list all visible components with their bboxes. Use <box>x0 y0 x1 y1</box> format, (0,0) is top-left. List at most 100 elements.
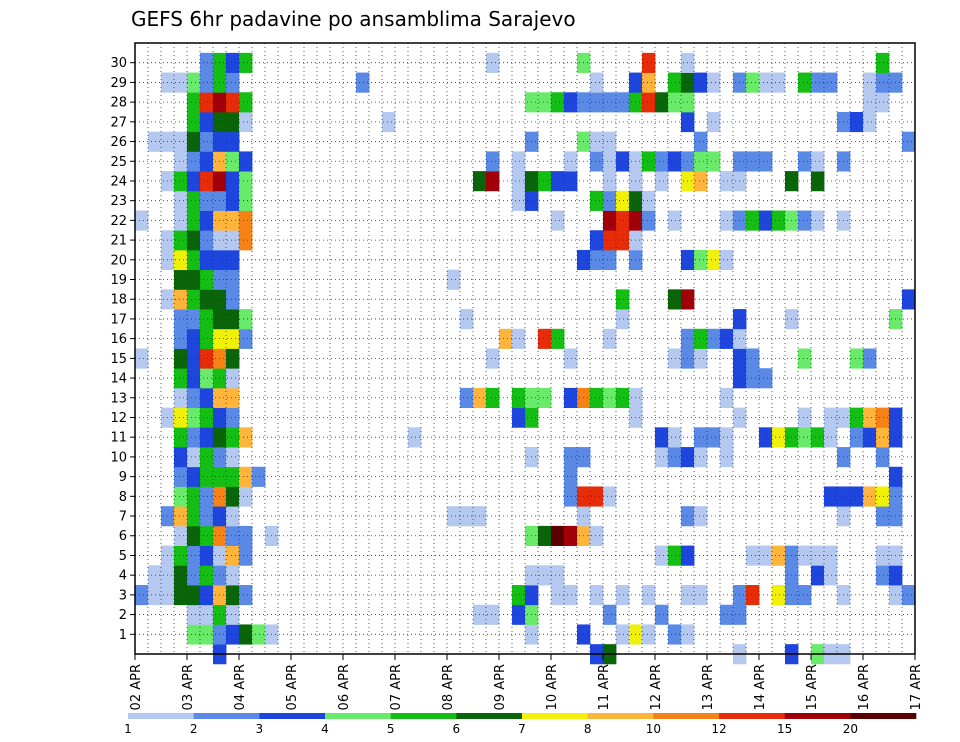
heatmap-cell <box>590 249 604 271</box>
heatmap-cell <box>187 171 201 192</box>
heatmap-cell <box>590 72 604 93</box>
colorbar-segment <box>522 713 588 719</box>
heatmap-cell <box>239 427 253 448</box>
y-tick-label: 7 <box>119 510 127 525</box>
heatmap-cell <box>538 92 552 113</box>
heatmap-cell <box>707 72 721 93</box>
heatmap-cell <box>902 289 916 310</box>
y-tick-label: 28 <box>110 96 127 111</box>
heatmap-cell <box>200 585 214 606</box>
heatmap-cell <box>759 545 773 566</box>
heatmap-cell <box>187 269 201 290</box>
heatmap-cell <box>200 190 214 211</box>
y-tick-label: 27 <box>110 115 127 130</box>
heatmap-cell <box>187 328 201 349</box>
heatmap-cell <box>811 545 825 566</box>
heatmap-cell <box>863 92 877 113</box>
plot-frame <box>134 42 916 655</box>
heatmap-cell <box>460 309 474 330</box>
heatmap-cell <box>200 151 214 172</box>
heatmap-cell <box>200 368 214 389</box>
y-tick-label: 12 <box>110 411 127 426</box>
colorbar-label: 10 <box>646 722 661 736</box>
heatmap-cell <box>824 72 838 93</box>
heatmap-cell <box>174 368 188 389</box>
heatmap-cell <box>759 368 773 389</box>
heatmap-cell <box>655 447 669 468</box>
heatmap-cell <box>616 92 630 113</box>
heatmap-cell <box>746 585 760 606</box>
heatmap-cell <box>187 525 201 546</box>
x-tick-label: 11 APR <box>597 664 612 710</box>
heatmap-cell <box>200 486 214 507</box>
heatmap-cell <box>655 92 669 113</box>
heatmap-cell <box>226 447 240 468</box>
heatmap-cell <box>226 92 240 113</box>
heatmap-cell <box>564 486 578 507</box>
heatmap-cell <box>187 624 201 645</box>
y-tick-label: 19 <box>110 273 127 288</box>
heatmap-cell <box>200 407 214 428</box>
heatmap-cell <box>239 585 253 606</box>
heatmap-cell <box>174 72 188 93</box>
heatmap-cell <box>876 545 890 566</box>
heatmap-cell <box>187 249 201 271</box>
heatmap-cell <box>668 151 682 172</box>
heatmap-cell <box>187 447 201 468</box>
heatmap-cell <box>187 486 201 507</box>
heatmap-cell <box>824 427 838 448</box>
heatmap-cell <box>694 506 708 527</box>
y-tick-label: 29 <box>110 76 127 91</box>
heatmap-cell <box>811 427 825 448</box>
heatmap-cell <box>200 72 214 93</box>
heatmap-cell <box>174 348 188 369</box>
heatmap-cell <box>174 486 188 507</box>
heatmap-cell <box>668 427 682 448</box>
heatmap-cell <box>200 309 214 330</box>
heatmap-cell <box>694 72 708 93</box>
heatmap-cell <box>486 171 500 192</box>
colorbar-segment <box>784 713 851 719</box>
heatmap-cell <box>174 545 188 566</box>
heatmap-cell <box>226 466 240 487</box>
colorbar-label: 5 <box>387 722 395 736</box>
heatmap-cell <box>863 111 877 133</box>
heatmap-cell <box>850 486 864 507</box>
y-tick-label: 1 <box>119 628 127 643</box>
heatmap-cell <box>226 328 240 349</box>
heatmap-cell <box>616 289 630 310</box>
y-tick-label: 8 <box>119 490 127 505</box>
heatmap-cell <box>200 269 214 290</box>
heatmap-cell <box>226 230 240 251</box>
heatmap-cell <box>603 604 617 625</box>
y-tick-label: 21 <box>110 234 127 249</box>
heatmap-cell <box>174 447 188 468</box>
heatmap-cell <box>668 289 682 310</box>
heatmap-cell <box>538 171 552 192</box>
heatmap-cell <box>603 387 617 409</box>
heatmap-cell <box>876 506 890 527</box>
heatmap-cell <box>187 131 201 152</box>
y-tick-label: 22 <box>110 214 127 229</box>
x-tick-label: 02 APR <box>129 664 144 710</box>
heatmap-cell <box>616 230 630 251</box>
heatmap-cell <box>694 427 708 448</box>
heatmap-cell <box>590 151 604 172</box>
heatmap-cell <box>694 328 708 349</box>
y-axis-ticks: 1234567891011121314151617181920212223242… <box>110 56 135 643</box>
heatmap-cell <box>616 624 630 645</box>
colorbar-segment <box>390 713 457 719</box>
heatmap-cell <box>187 368 201 389</box>
heatmap-cell <box>200 92 214 113</box>
heatmap-cell <box>187 585 201 606</box>
x-tick-label: 05 APR <box>285 664 300 710</box>
y-tick-label: 11 <box>110 431 127 446</box>
colorbar-label: 20 <box>843 722 858 736</box>
y-tick-label: 10 <box>110 450 127 465</box>
heatmap-cell <box>720 249 734 271</box>
heatmap-cell <box>200 624 214 645</box>
heatmap-cell <box>863 407 877 428</box>
heatmap-cell <box>187 604 201 625</box>
x-tick-label: 08 APR <box>441 664 456 710</box>
heatmap-cell <box>655 427 669 448</box>
